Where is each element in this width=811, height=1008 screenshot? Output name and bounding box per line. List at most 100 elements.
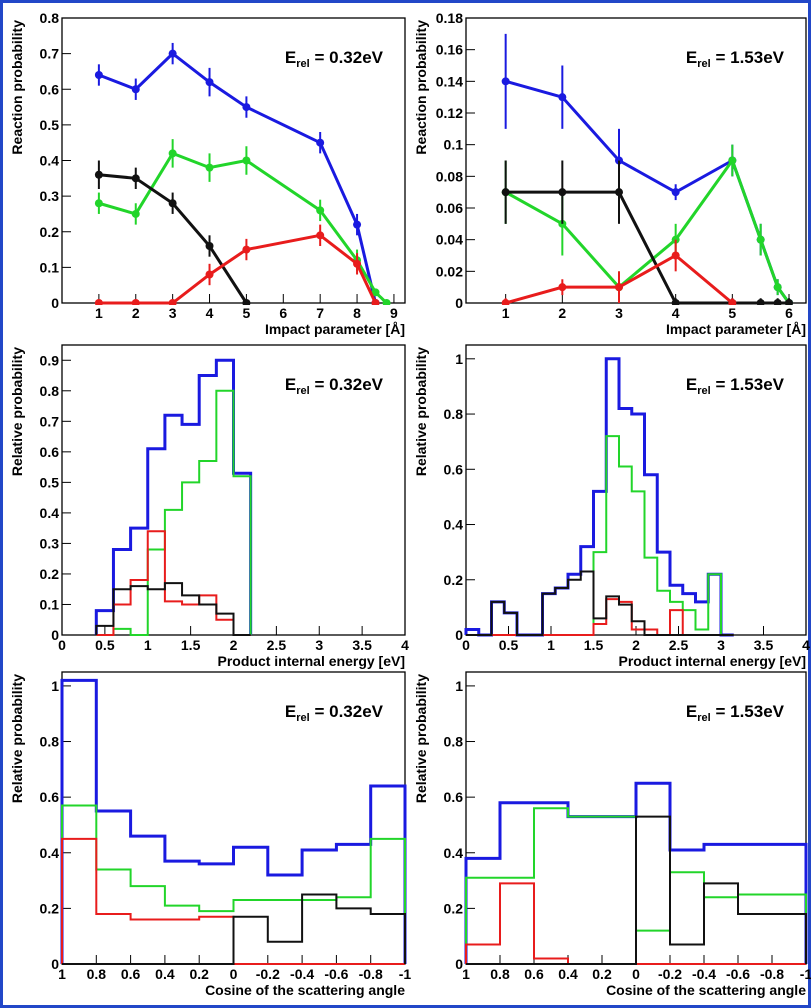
x-tick-label: 1 <box>462 966 470 982</box>
data-point <box>501 188 510 197</box>
x-tick-label: -0.6 <box>324 966 348 982</box>
x-tick-label: 0.8 <box>87 966 107 982</box>
data-point <box>501 77 510 86</box>
y-tick-label: 0.8 <box>40 383 60 399</box>
data-point <box>316 231 325 240</box>
histogram-green <box>96 389 252 636</box>
y-tick-label: 0.8 <box>40 10 60 26</box>
y-tick-label: 0 <box>51 956 59 972</box>
data-point <box>94 199 103 208</box>
y-tick-label: 0.8 <box>40 734 60 750</box>
x-tick-label: -0.4 <box>692 966 716 982</box>
series-black <box>501 160 793 305</box>
y-tick-label: 0.12 <box>436 105 463 121</box>
annotation-symbol: E <box>285 375 296 394</box>
x-tick-label: 0.2 <box>189 966 209 982</box>
data-point <box>558 188 567 197</box>
x-tick-label: 2 <box>558 305 566 321</box>
data-point <box>353 259 362 268</box>
data-point <box>242 245 251 254</box>
data-point <box>371 299 380 305</box>
y-tick-label: 0.02 <box>436 263 463 279</box>
annotation-subscript: rel <box>697 58 710 70</box>
x-tick-label: 1.5 <box>584 637 604 653</box>
panel-a: 0 0.1 0.2 0.3 0.4 0.5 0.6 0.7 0.8 1 2 3 4 5 6 7 8 9Impact… <box>9 10 406 337</box>
data-point <box>131 209 140 218</box>
data-point <box>671 299 680 305</box>
x-tick-label: 4 <box>802 637 810 653</box>
x-tick-label: 1 <box>502 305 510 321</box>
x-tick-label: 6 <box>279 305 287 321</box>
x-axis-label: Impact parameter [Å] <box>666 321 806 337</box>
x-tick-label: -0.4 <box>290 966 314 982</box>
y-tick-label: 1 <box>51 678 59 694</box>
data-point <box>168 199 177 208</box>
data-point <box>756 299 765 305</box>
annotation-subscript: rel <box>296 712 309 724</box>
data-point <box>316 138 325 147</box>
data-point <box>168 299 177 305</box>
data-layer <box>60 678 407 965</box>
histogram-red <box>466 598 734 636</box>
histogram-blue <box>464 357 734 637</box>
y-tick-label: 0 <box>51 627 59 643</box>
x-tick-label: 0.8 <box>490 966 510 982</box>
data-point <box>501 299 510 305</box>
data-point <box>558 93 567 102</box>
data-point <box>371 288 380 297</box>
x-axis-label: Product internal energy [eV] <box>619 653 806 669</box>
x-tick-label: 0.6 <box>121 966 141 982</box>
data-point <box>615 188 623 197</box>
x-axis-label: Product internal energy [eV] <box>218 653 405 669</box>
x-tick-label: -1 <box>800 966 811 982</box>
series-line-black <box>505 190 789 305</box>
y-tick-label: 0.6 <box>444 789 464 805</box>
x-tick-label: 4 <box>206 305 214 321</box>
data-point <box>205 78 214 87</box>
annotation-subscript: rel <box>296 385 309 397</box>
data-point <box>205 163 214 172</box>
y-tick-label: 0.06 <box>436 200 463 216</box>
y-tick-label: 0.4 <box>40 153 60 169</box>
series-black <box>94 160 251 305</box>
series-blue <box>501 33 793 305</box>
x-tick-label: -0.8 <box>359 966 383 982</box>
annotation-subscript: rel <box>697 385 710 397</box>
histogram-red <box>96 530 251 636</box>
data-point <box>242 299 251 305</box>
x-tick-label: 4 <box>401 637 409 653</box>
x-tick-label: 2 <box>132 305 140 321</box>
y-tick-label: 0.4 <box>444 845 464 861</box>
data-point <box>785 299 793 305</box>
x-tick-label: 2 <box>632 637 640 653</box>
energy-annotation: Erel = 0.32eV <box>285 702 384 724</box>
x-tick-label: -0.8 <box>760 966 784 982</box>
series-blue <box>94 42 380 305</box>
x-tick-label: -0.2 <box>658 966 682 982</box>
data-point <box>773 283 782 292</box>
y-tick-label: 0.8 <box>444 734 464 750</box>
y-tick-label: 1 <box>455 351 463 367</box>
data-point <box>773 299 782 305</box>
y-tick-label: 0.7 <box>40 413 60 429</box>
x-tick-label: 3.5 <box>352 637 372 653</box>
x-axis-label: Cosine of the scattering angle <box>606 982 806 998</box>
y-tick-label: 0 <box>51 295 59 311</box>
data-point <box>756 235 765 244</box>
histogram-black <box>466 815 807 965</box>
histogram-blue <box>60 678 407 964</box>
data-layer <box>464 357 734 637</box>
y-axis-label: Relative probability <box>413 347 429 476</box>
y-tick-label: 0.2 <box>444 572 464 588</box>
energy-annotation: Erel = 1.53eV <box>686 48 785 70</box>
y-tick-label: 1 <box>455 678 463 694</box>
y-axis-label: Reaction probability <box>413 20 429 155</box>
data-layer <box>94 42 391 305</box>
y-axis-label: Relative probability <box>9 674 25 803</box>
data-point <box>242 103 251 112</box>
data-point <box>131 299 140 305</box>
y-tick-label: 0 <box>455 295 463 311</box>
annotation-symbol: E <box>686 702 697 721</box>
